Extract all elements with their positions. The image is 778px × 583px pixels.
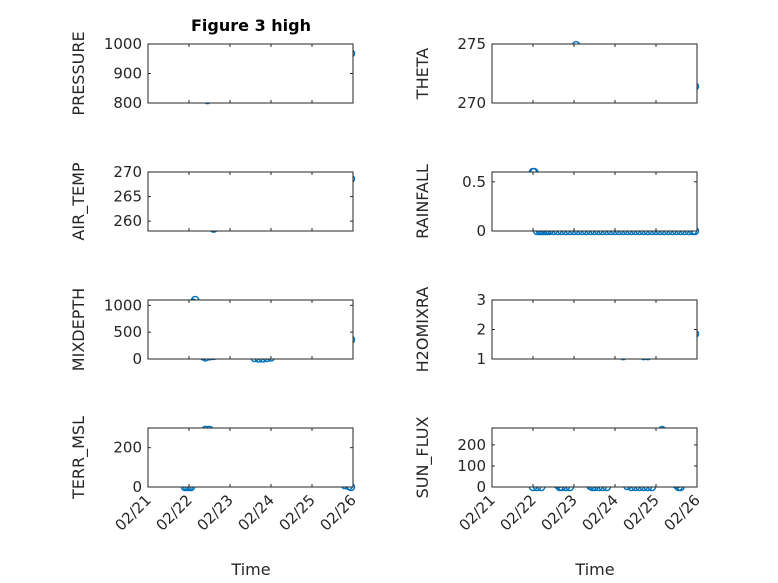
x-tick-label: 02/25	[620, 491, 663, 534]
axes-box	[147, 299, 354, 360]
y-axis-label: THETA	[413, 48, 432, 100]
axes-box	[147, 427, 354, 488]
x-tick-label: 02/21	[456, 491, 499, 534]
y-tick-label: 0.5	[462, 173, 486, 191]
x-tick-label: 02/24	[235, 491, 278, 534]
y-tick-label: 1000	[104, 296, 142, 314]
y-tick-label: 0	[476, 478, 486, 496]
y-tick-label: 1000	[104, 35, 142, 53]
subplot-air-temp: 260 265 270 AIR_TEMP	[69, 162, 356, 241]
subplot-rainfall: 0 0.5 RAINFALL	[413, 164, 700, 240]
axes-box	[491, 299, 698, 360]
y-axis-label: PRESSURE	[69, 31, 88, 115]
x-tick-label: 02/23	[538, 491, 581, 534]
x-tick-label: 02/22	[153, 491, 196, 534]
subplot-pressure: 800 900 1000 PRESSURE	[69, 31, 356, 116]
y-tick-label: 0	[132, 350, 142, 368]
x-tick-label: 02/23	[194, 491, 237, 534]
subplot-mixdepth: 0 500 1000 MIXDEPTH	[69, 288, 356, 371]
x-tick-label: 02/21	[112, 491, 155, 534]
y-tick-label: 500	[113, 323, 142, 341]
x-axis-label-right: Time	[574, 560, 614, 579]
y-tick-label: 260	[113, 212, 142, 230]
axes-box	[491, 427, 698, 488]
figure-title: Figure 3 high	[191, 16, 311, 35]
y-tick-label: 800	[113, 94, 142, 112]
x-tick-label: 02/26	[661, 491, 704, 534]
y-axis-label: RAINFALL	[413, 164, 432, 239]
y-tick-label: 270	[457, 94, 486, 112]
x-tick-label: 02/26	[317, 491, 360, 534]
axes-box	[491, 43, 698, 104]
subplot-theta: 270 275 THETA	[413, 35, 700, 112]
y-tick-label: 265	[113, 188, 142, 206]
y-tick-label: 3	[476, 291, 486, 309]
subplot-terr-msl: 0 200 TERR_MSL 02/2102/2202/2302/2402/2502/…	[69, 416, 360, 534]
axes-box	[491, 171, 698, 232]
y-tick-label: 200	[113, 439, 142, 457]
x-axis-label-left: Time	[230, 560, 270, 579]
y-tick-label: 2	[476, 321, 486, 339]
y-tick-label: 1	[476, 350, 486, 368]
subplot-h2omixra: 1 2 3 H2OMIXRA	[413, 287, 700, 373]
y-tick-label: 900	[113, 65, 142, 83]
y-tick-label: 100	[457, 457, 486, 475]
axes-box	[147, 43, 354, 104]
x-tick-label: 02/24	[579, 491, 622, 534]
subplot-sun-flux: 0 100 200 SUN_FLUX 02/2102/2202/2302/2402/25…	[413, 417, 704, 535]
y-axis-label: SUN_FLUX	[413, 417, 433, 499]
y-axis-label: TERR_MSL	[69, 416, 89, 500]
y-tick-label: 270	[113, 163, 142, 181]
x-tick-label: 02/22	[497, 491, 540, 534]
y-tick-label: 0	[476, 222, 486, 240]
y-tick-label: 275	[457, 35, 486, 53]
y-axis-label: AIR_TEMP	[69, 162, 89, 240]
y-tick-label: 0	[132, 478, 142, 496]
y-axis-label: H2OMIXRA	[413, 287, 432, 373]
y-axis-label: MIXDEPTH	[69, 288, 88, 371]
y-tick-label: 200	[457, 436, 486, 454]
x-tick-label: 02/25	[276, 491, 319, 534]
axes-box	[147, 171, 354, 232]
